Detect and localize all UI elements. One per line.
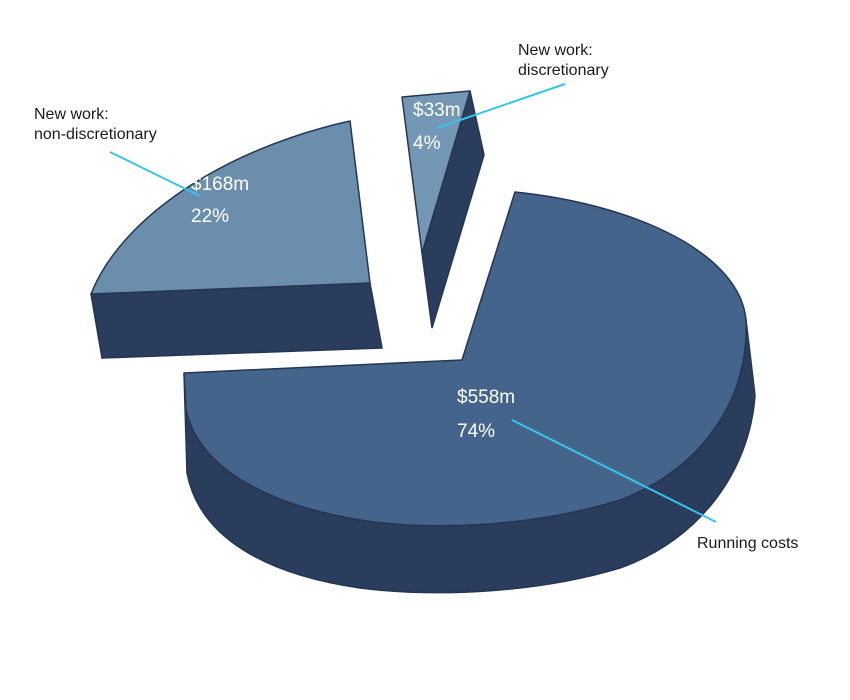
leader-line-non-discretionary (109, 151, 201, 197)
category-label-running-costs: Running costs (697, 535, 798, 552)
slice-tops (90, 90, 747, 527)
slice-value-label-non-discretionary: $168m (191, 174, 249, 195)
leader-lines (109, 83, 717, 523)
category-label-discretionary-line2: discretionary (518, 62, 609, 79)
slice-percent-label-non-discretionary: 22% (191, 206, 229, 227)
slice-value-label-running-costs: $558m (457, 387, 515, 408)
slice-non-discretionary (90, 120, 371, 295)
category-label-non-discretionary-line2: non-discretionary (34, 126, 157, 143)
slice-discretionary (401, 90, 471, 254)
leader-line-running-costs (511, 419, 717, 523)
category-label-discretionary-line1: New work: (518, 42, 593, 59)
leader-line-discretionary (436, 83, 566, 129)
slice-sides (90, 90, 756, 594)
slice-percent-label-discretionary: 4% (413, 133, 441, 154)
category-label-non-discretionary-line1: New work: (34, 106, 109, 123)
slice-percent-label-running-costs: 74% (457, 421, 495, 442)
slice-running-costs (183, 191, 747, 527)
slice-value-label-discretionary: $33m (413, 100, 461, 121)
slice-side-non-discretionary (90, 282, 383, 359)
